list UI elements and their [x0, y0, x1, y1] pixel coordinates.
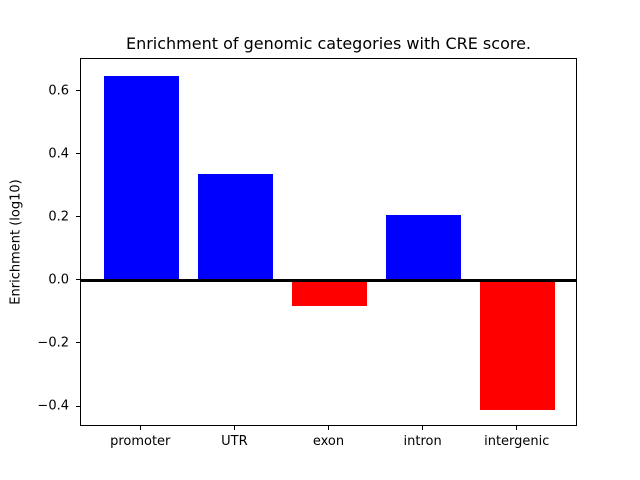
y-tick-label: 0.2 — [48, 209, 69, 225]
y-tick-label: −0.4 — [37, 398, 69, 414]
y-tick-label: −0.2 — [37, 335, 69, 351]
x-tick-label-intergenic: intergenic — [484, 434, 550, 449]
x-tick-label-UTR: UTR — [221, 434, 248, 449]
y-tick-mark — [76, 153, 80, 155]
bar-UTR — [197, 173, 274, 281]
zero-axhline — [81, 279, 576, 283]
x-tick-mark — [328, 426, 329, 430]
x-tick-mark — [516, 426, 518, 430]
x-tick-mark — [139, 426, 141, 430]
y-axis-label: Enrichment (log10) — [8, 179, 24, 305]
x-tick-label-promoter: promoter — [110, 434, 171, 449]
bar-promoter — [103, 75, 179, 281]
bar-exon — [291, 280, 368, 307]
bar-intergenic — [480, 280, 556, 411]
y-tick-mark — [76, 90, 80, 91]
x-tick-mark — [422, 426, 424, 430]
y-tick-label: 0.4 — [48, 146, 69, 162]
x-tick-label-exon: exon — [312, 434, 345, 449]
y-tick-mark — [76, 342, 80, 344]
y-tick-label: 0.0 — [48, 272, 69, 288]
y-tick-mark — [76, 279, 80, 281]
y-tick-mark — [76, 216, 80, 218]
y-tick-label: 0.6 — [48, 83, 69, 98]
chart-title: Enrichment of genomic categories with CR… — [125, 34, 532, 53]
plot-area — [80, 58, 577, 426]
y-tick-mark — [76, 405, 80, 407]
bar-intron — [385, 214, 462, 281]
x-tick-label-intron: intron — [403, 434, 442, 449]
x-tick-mark — [233, 426, 235, 430]
